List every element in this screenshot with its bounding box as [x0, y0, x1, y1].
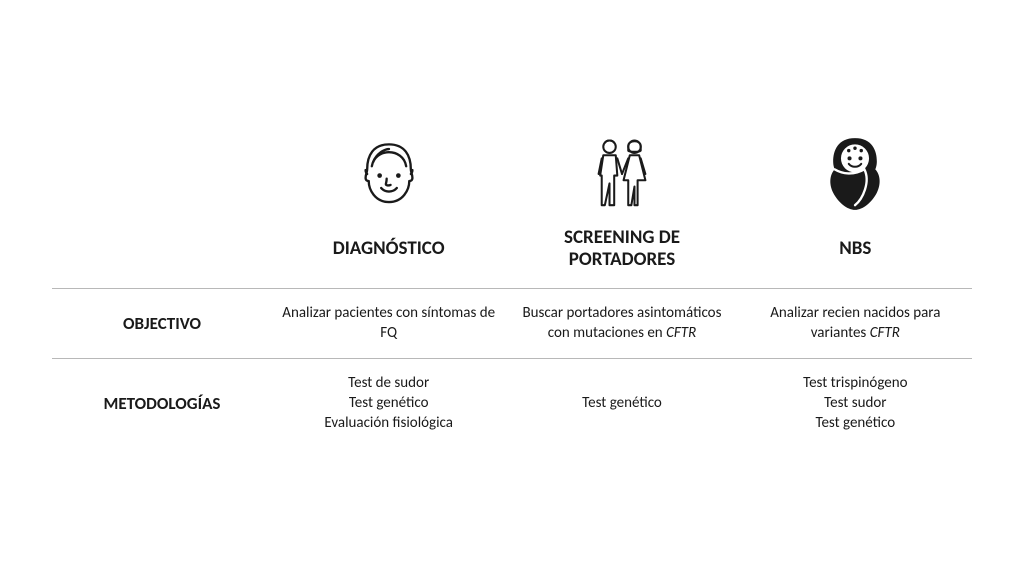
col-title-nbs: NBS: [739, 230, 972, 277]
cell-metodologias-diagnostico: Test de sudorTest genéticoEvaluación fis…: [272, 359, 505, 448]
cell-objectivo-screening: Buscar portadores asintomáticos con muta…: [505, 289, 738, 358]
col-title-diagnostico: DIAGNÓSTICO: [272, 230, 505, 277]
swaddled-baby-icon: [816, 135, 894, 213]
grid: DIAGNÓSTICO SCREENING DE PORTADORES NBS …: [52, 129, 972, 448]
col-title-screening: SCREENING DE PORTADORES: [505, 219, 738, 289]
icon-cell-screening: [505, 129, 738, 219]
row-label-objectivo: OBJECTIVO: [52, 299, 272, 348]
couple-icon: [583, 135, 661, 213]
cell-metodologias-nbs: Test trispinógenoTest sudorTest genético: [739, 359, 972, 448]
comparison-table: DIAGNÓSTICO SCREENING DE PORTADORES NBS …: [52, 129, 972, 448]
cell-objectivo-nbs: Analizar recien nacidos para variantes C…: [739, 289, 972, 358]
face-person-icon: [350, 135, 428, 213]
cell-metodologias-screening: Test genético: [505, 379, 738, 427]
icon-cell-diagnostico: [272, 129, 505, 219]
icon-cell-nbs: [739, 129, 972, 219]
row-label-metodologias: METODOLOGÍAS: [52, 379, 272, 428]
cell-objectivo-diagnostico: Analizar pacientes con síntomas de FQ: [272, 289, 505, 358]
